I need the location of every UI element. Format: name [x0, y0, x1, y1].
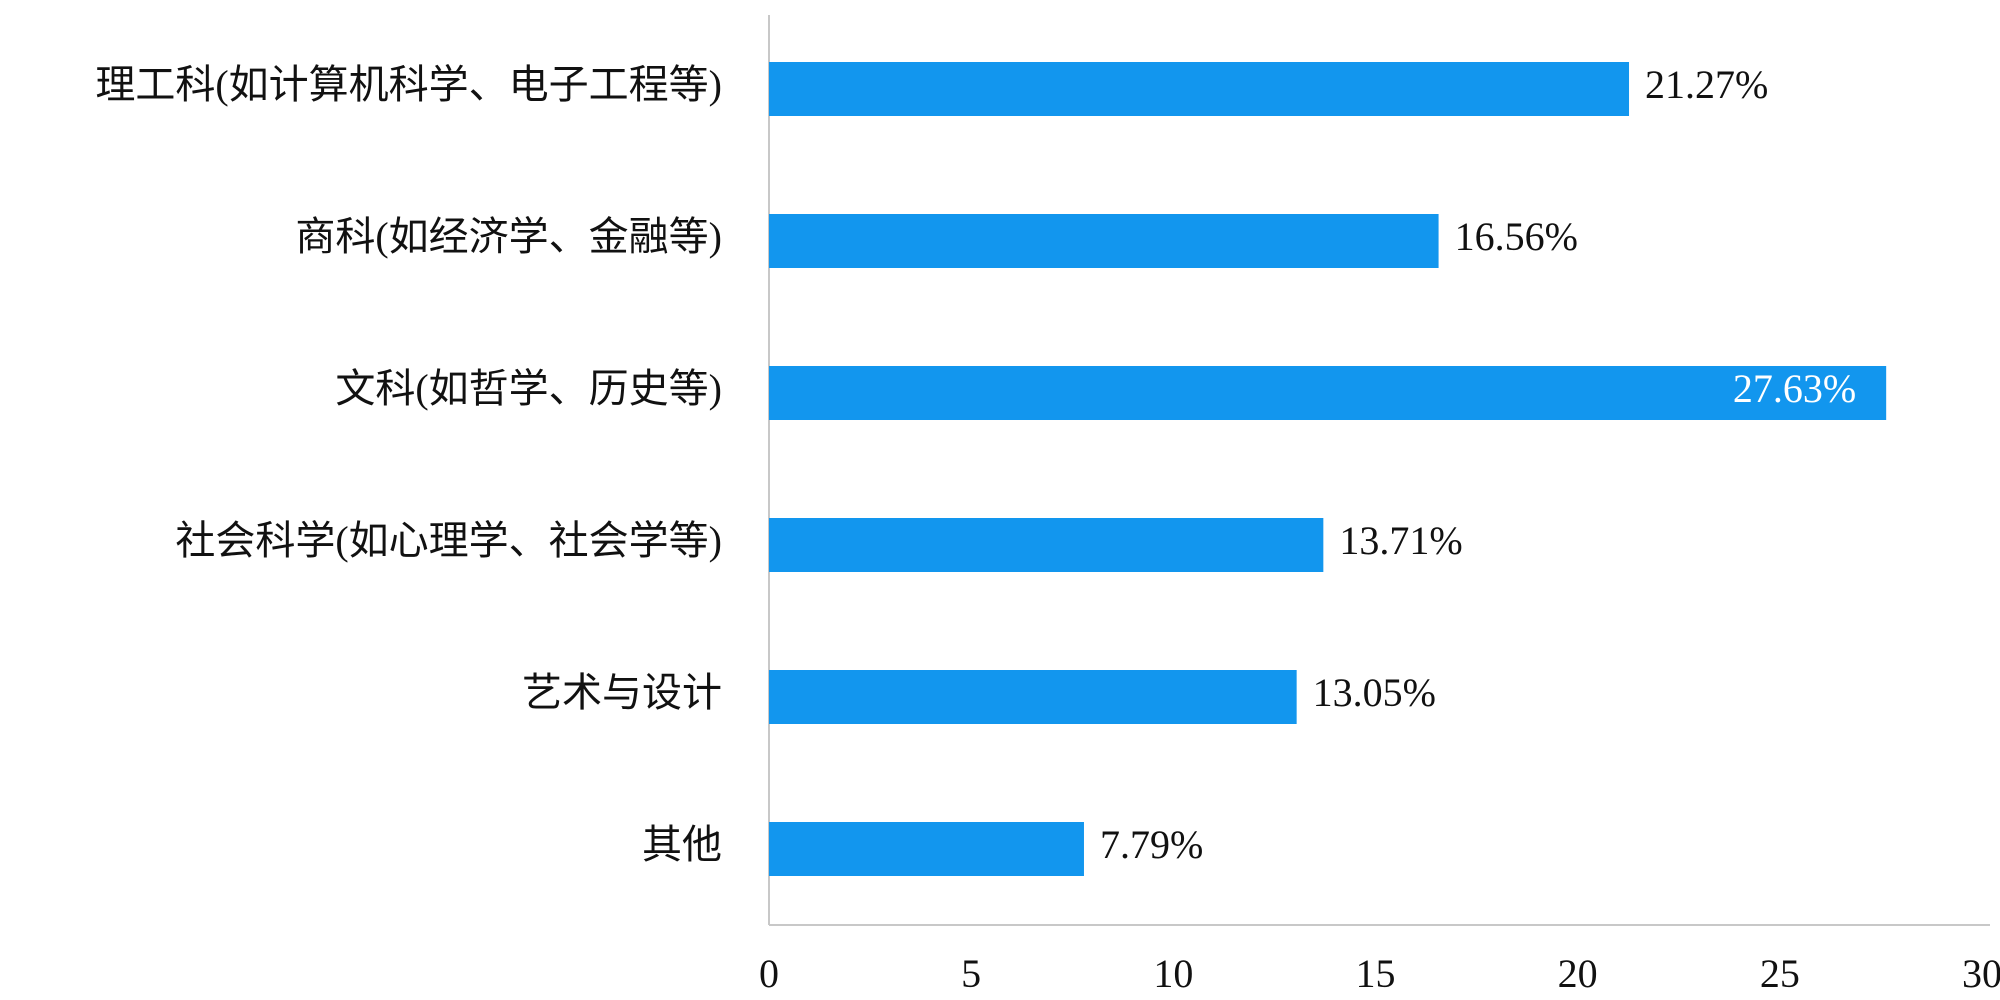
y-tick-label: 其他: [642, 822, 722, 867]
y-tick-label: 文科(如哲学、历史等): [335, 366, 722, 411]
y-tick-label: 社会科学(如心理学、社会学等): [175, 518, 722, 563]
x-tick-label: 15: [1356, 951, 1396, 996]
bar: [769, 822, 1084, 876]
x-tick-label: 10: [1153, 951, 1193, 996]
value-label: 21.27%: [1645, 62, 1768, 107]
y-tick-label: 艺术与设计: [522, 670, 722, 715]
x-tick-label: 20: [1558, 951, 1598, 996]
y-tick-label: 商科(如经济学、金融等): [295, 214, 722, 259]
value-label: 13.71%: [1339, 518, 1462, 563]
y-tick-label: 理工科(如计算机科学、电子工程等): [95, 62, 722, 107]
bar: [769, 670, 1297, 724]
bar: [769, 518, 1324, 572]
x-tick-label: 5: [961, 951, 981, 996]
bar: [769, 214, 1439, 268]
x-tick-label: 30: [1962, 951, 2000, 996]
value-label: 16.56%: [1455, 214, 1578, 259]
value-label: 27.63%: [1733, 366, 1856, 411]
x-tick-label: 25: [1760, 951, 1800, 996]
bar: [769, 366, 1887, 420]
value-label: 13.05%: [1313, 670, 1436, 715]
x-tick-label: 0: [759, 951, 779, 996]
value-label: 7.79%: [1100, 822, 1203, 867]
bar: [769, 62, 1630, 116]
